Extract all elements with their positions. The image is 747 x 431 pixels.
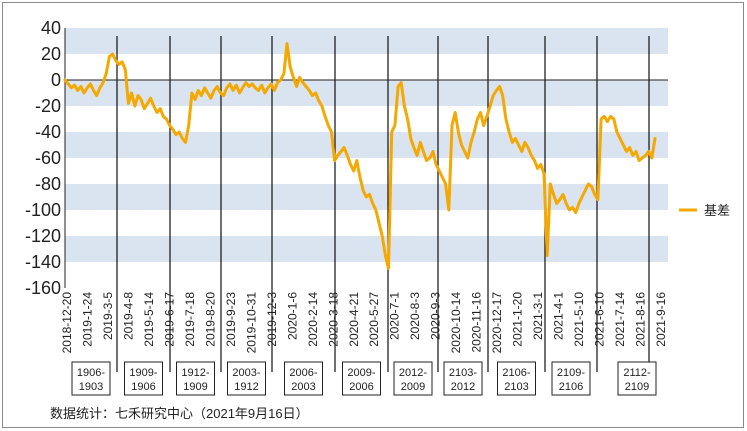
y-tick-label: -40 xyxy=(35,122,61,142)
x-tick-label: 2020-9-3 xyxy=(429,292,443,340)
x-tick-label: 2019-4-8 xyxy=(121,292,135,340)
legend-label-basis: 基差 xyxy=(704,203,730,218)
period-label-box xyxy=(124,361,163,396)
period-label: 2109- 2106 xyxy=(551,361,591,396)
period-label-box xyxy=(284,361,323,396)
grid-band xyxy=(65,28,668,54)
period-label-box xyxy=(393,361,433,396)
x-tick-label: 2021-5-10 xyxy=(572,292,586,347)
period-label-box xyxy=(71,361,111,396)
y-tick-label: 0 xyxy=(51,70,61,90)
source-note: 数据统计：七禾研究中心（2021年9月16日） xyxy=(50,406,309,421)
period-label-line1: 2009- xyxy=(347,367,375,379)
period-label: 2012- 2009 xyxy=(393,361,433,396)
x-tick-label: 2020-3-18 xyxy=(326,292,340,347)
x-tick-label: 2020-1-6 xyxy=(285,292,299,340)
y-axis-ticks: 40 20 0 -20 -40 -60 -80 -100 -120 -140 -160 xyxy=(25,18,61,298)
x-tick-label: 2019-12-3 xyxy=(265,292,279,347)
x-tick-label: 2021-9-16 xyxy=(654,292,668,347)
x-tick-label: 2021-4-1 xyxy=(552,292,566,340)
period-label-line2: 2103 xyxy=(504,381,528,393)
x-tick-label: 2019-8-20 xyxy=(203,292,217,347)
period-label-box xyxy=(342,361,381,396)
x-tick-label: 2020-4-21 xyxy=(347,292,361,347)
x-tick-label: 2020-8-3 xyxy=(408,292,422,340)
period-label: 1909- 1906 xyxy=(124,361,163,396)
period-label-box xyxy=(617,361,657,396)
y-tick-label: -100 xyxy=(25,200,61,220)
period-label-line2: 2009 xyxy=(401,381,425,393)
period-label: 1912- 1909 xyxy=(176,361,215,396)
period-label: 2003- 1912 xyxy=(227,361,266,396)
x-tick-label: 2020-12-17 xyxy=(490,292,504,354)
period-label-line2: 2106 xyxy=(559,381,583,393)
x-tick-label: 2019-10-31 xyxy=(244,292,258,354)
period-label: 1906- 1903 xyxy=(71,361,111,396)
period-label-line2: 2109 xyxy=(625,381,649,393)
contract-period-labels: 1906- 1903 1909- 1906 1912- 1909 2003- 1912 2006… xyxy=(71,361,657,396)
period-label-box xyxy=(227,361,266,396)
x-tick-label: 2021-7-14 xyxy=(613,292,627,347)
x-tick-label: 2020-7-1 xyxy=(388,292,402,340)
y-tick-label: -160 xyxy=(25,278,61,298)
period-label-line2: 1909 xyxy=(183,381,207,393)
x-tick-label: 2020-5-27 xyxy=(367,292,381,347)
period-label-line1: 2012- xyxy=(399,367,427,379)
period-label-line2: 2006 xyxy=(349,381,373,393)
period-label-line1: 1912- xyxy=(181,367,209,379)
x-tick-label: 2020-2-14 xyxy=(306,292,320,347)
x-tick-label: 2020-10-14 xyxy=(449,292,463,354)
period-label-box xyxy=(443,361,483,396)
x-tick-label: 2019-6-17 xyxy=(162,292,176,347)
grid-band xyxy=(65,80,668,106)
period-label-line2: 2003 xyxy=(291,381,315,393)
x-tick-label: 2021-8-16 xyxy=(634,292,648,347)
y-tick-label: -60 xyxy=(35,148,61,168)
period-label-line2: 1903 xyxy=(79,381,103,393)
period-label-line2: 2012 xyxy=(451,381,475,393)
period-label-line1: 2106- xyxy=(502,367,530,379)
x-tick-label: 2019-7-18 xyxy=(183,292,197,347)
period-label: 2112- 2109 xyxy=(617,361,657,396)
period-label-line1: 1909- xyxy=(129,367,157,379)
x-tick-label: 2019-3-5 xyxy=(101,292,115,340)
period-label: 2103- 2012 xyxy=(443,361,483,396)
period-label-box xyxy=(176,361,215,396)
period-label-line1: 2103- xyxy=(449,367,477,379)
y-tick-label: -120 xyxy=(25,226,61,246)
period-label-line1: 1906- xyxy=(77,367,105,379)
period-label: 2006- 2003 xyxy=(284,361,323,396)
period-label-line2: 1906 xyxy=(131,381,155,393)
period-label: 2106- 2103 xyxy=(497,361,536,396)
grid-bands xyxy=(65,28,668,262)
y-tick-label: -140 xyxy=(25,252,61,272)
contract-roll-lines xyxy=(116,36,650,372)
x-tick-label: 2019-9-23 xyxy=(224,292,238,347)
x-tick-label: 2021-6-10 xyxy=(593,292,607,347)
period-label-line1: 2109- xyxy=(557,367,585,379)
series-line-basis xyxy=(63,42,657,270)
period-label-box xyxy=(551,361,591,396)
x-tick-label: 2019-1-24 xyxy=(80,292,94,347)
grid-band xyxy=(65,236,668,262)
legend: 基差 xyxy=(679,203,730,218)
period-label-box xyxy=(497,361,536,396)
period-label-line1: 2112- xyxy=(623,367,651,379)
y-tick-label: -80 xyxy=(35,174,61,194)
period-label: 2009- 2006 xyxy=(342,361,381,396)
y-tick-label: 20 xyxy=(41,44,61,64)
y-tick-label: 40 xyxy=(41,18,61,38)
period-label-line2: 1912 xyxy=(234,381,258,393)
x-tick-label: 2021-1-20 xyxy=(511,292,525,347)
period-label-line1: 2006- xyxy=(289,367,317,379)
y-tick-label: -20 xyxy=(35,96,61,116)
x-axis-ticks: 2018-12-20 2019-1-24 2019-3-5 2019-4-8 2019-… xyxy=(60,292,668,354)
x-tick-label: 2021-3-1 xyxy=(531,292,545,340)
x-tick-label: 2019-5-14 xyxy=(142,292,156,347)
x-tick-label: 2018-12-20 xyxy=(60,292,74,354)
grid-band xyxy=(65,132,668,158)
x-tick-label: 2020-11-16 xyxy=(470,292,484,353)
period-label-line1: 2003- xyxy=(232,367,260,379)
